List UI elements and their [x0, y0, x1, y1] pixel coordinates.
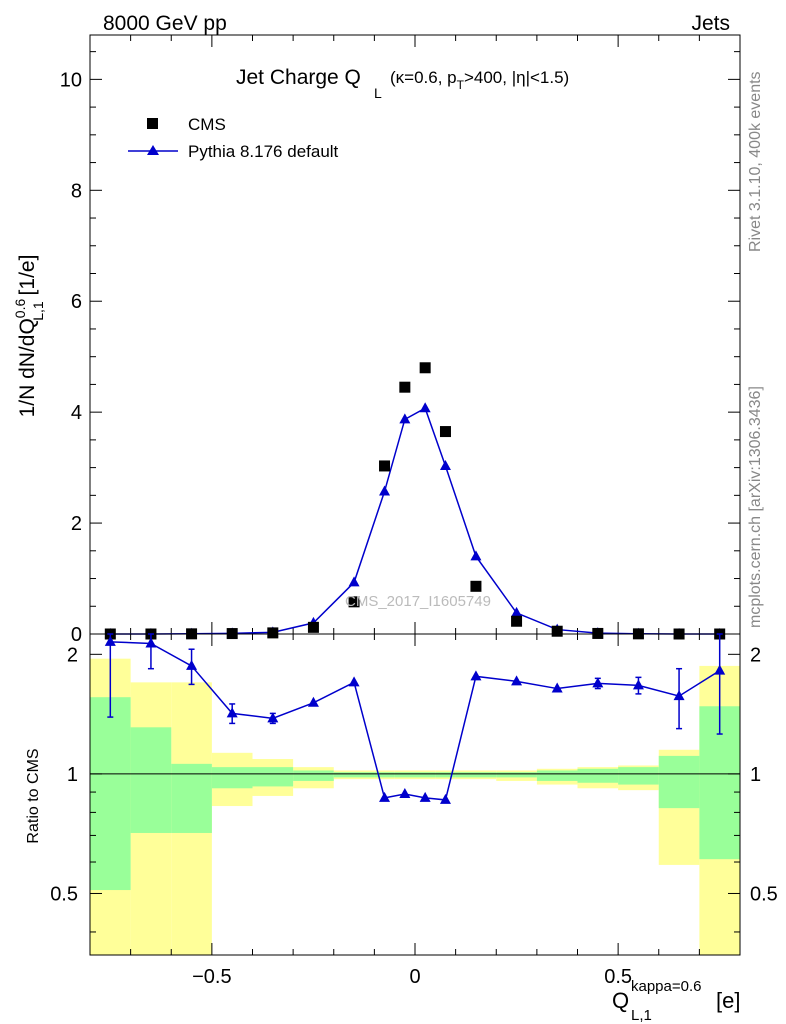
y-axis-label-ratio: Ratio to CMS: [25, 748, 42, 843]
cms-point: [470, 580, 482, 592]
ratio-point: [379, 791, 391, 802]
watermark: CMS_2017_I1605749: [345, 593, 491, 610]
pythia-line: [110, 407, 720, 635]
cms-point: [348, 596, 360, 608]
mcplots-label: mcplots.cern.ch [arXiv:1306.3436]: [747, 386, 764, 628]
ratio-plot: 0.5 0.5 1 1 2 2 −0.5 0 0.5: [50, 633, 778, 988]
legend: CMS Pythia 8.176 default: [128, 115, 339, 161]
ratio-point: [307, 696, 319, 707]
y-tick-label-main: 2: [71, 513, 82, 535]
ratio-point: [592, 677, 604, 688]
energy-label: 8000 GeV pp: [103, 12, 227, 35]
x-label-unit: [e]: [716, 988, 740, 1013]
ratio-point: [104, 635, 116, 646]
x-label-sub: L,1: [631, 1007, 652, 1024]
x-tick-label: 0: [409, 966, 420, 988]
category-label: Jets: [691, 12, 730, 35]
uncertainty-band-inner: [293, 770, 334, 781]
pythia-point: [399, 413, 411, 424]
uncertainty-band-inner: [415, 772, 436, 778]
uncertainty-band-inner: [252, 767, 294, 787]
cms-point: [551, 625, 563, 637]
ratio-point: [267, 712, 279, 723]
uncertainty-band-inner: [130, 727, 172, 833]
pythia-point: [511, 606, 523, 617]
cms-point: [511, 615, 523, 627]
uncertainty-band-inner: [455, 772, 497, 778]
x-label-main: Q: [612, 988, 629, 1013]
uncertainty-band-inner: [171, 763, 212, 833]
y-tick-label-main: 6: [71, 291, 82, 313]
cms-point: [439, 426, 451, 438]
ratio-point: [511, 675, 523, 686]
ratio-point: [419, 791, 431, 802]
ratio-point: [551, 682, 563, 693]
uncertainty-band-inner: [577, 768, 619, 783]
legend-label-cms: CMS: [188, 115, 226, 134]
ratio-point: [399, 787, 411, 798]
ratio-point: [186, 659, 198, 670]
uncertainty-band-inner: [536, 770, 578, 781]
legend-marker-cms: [147, 118, 158, 129]
y-tick-label-ratio-right: 0.5: [750, 883, 778, 905]
title-main: Jet Charge Q: [236, 66, 361, 89]
uncertainty-band-inner: [90, 697, 131, 891]
y-tick-label-ratio-right: 2: [750, 644, 761, 666]
ratio-point: [145, 637, 157, 648]
uncertainty-band-inner: [374, 772, 395, 778]
cms-point: [307, 621, 319, 633]
x-tick-label: 0.5: [604, 966, 632, 988]
x-tick-label: −0.5: [192, 966, 231, 988]
legend-marker-pythia: [147, 145, 159, 155]
cms-point: [399, 381, 411, 393]
ratio-point: [673, 690, 685, 701]
y-tick-label-ratio-right: 1: [750, 764, 761, 786]
plot-title: Jet Charge Q L (κ=0.6, pT>400, |η|<1.5): [236, 66, 569, 101]
pythia-point: [439, 459, 451, 470]
uncertainty-band-inner: [618, 767, 659, 785]
main-plot: 0 2 4 6 8 10: [60, 34, 741, 646]
cms-point: [419, 362, 431, 374]
x-axis-label: Q kappa=0.6 L,1 [e]: [612, 978, 740, 1024]
ratio-point: [632, 679, 644, 690]
ratio-point: [348, 676, 360, 687]
pythia-point: [348, 576, 360, 587]
y-tick-label-main: 10: [60, 69, 82, 91]
y-tick-label-main: 8: [71, 180, 82, 202]
y-axis-label-main: 1/N dN/dQ0.6 L,1 [1/e]: [12, 255, 46, 418]
y-tick-label-ratio: 1: [67, 764, 78, 786]
ratio-point: [226, 707, 238, 718]
y-tick-label-main: 0: [71, 624, 82, 646]
ratio-point: [714, 664, 726, 675]
cms-point: [592, 627, 604, 639]
pythia-point: [379, 485, 391, 496]
uncertainty-band-inner: [435, 772, 456, 778]
legend-label-pythia: Pythia 8.176 default: [188, 142, 339, 161]
y-tick-label-ratio: 0.5: [50, 883, 78, 905]
uncertainty-band-inner: [394, 772, 415, 778]
pythia-point: [470, 550, 482, 561]
uncertainty-band-inner: [333, 772, 375, 778]
ratio-point: [439, 793, 451, 804]
title-cuts: (κ=0.6, pT>400, |η|<1.5): [390, 68, 569, 92]
rivet-label: Rivet 3.1.10, 400k events: [747, 71, 764, 252]
ratio-line: [110, 641, 721, 801]
ratio-point: [470, 670, 482, 681]
y-tick-label-main: 4: [71, 402, 82, 424]
cms-point: [379, 460, 391, 472]
uncertainty-band-inner: [658, 755, 700, 809]
cms-point: [267, 627, 279, 639]
uncertainty-band-inner: [211, 767, 253, 789]
pythia-point: [419, 402, 431, 413]
title-sub: L: [374, 85, 382, 101]
uncertainty-band-inner: [496, 772, 537, 778]
y-tick-label-ratio: 2: [67, 644, 78, 666]
x-label-sup: kappa=0.6: [631, 978, 701, 995]
